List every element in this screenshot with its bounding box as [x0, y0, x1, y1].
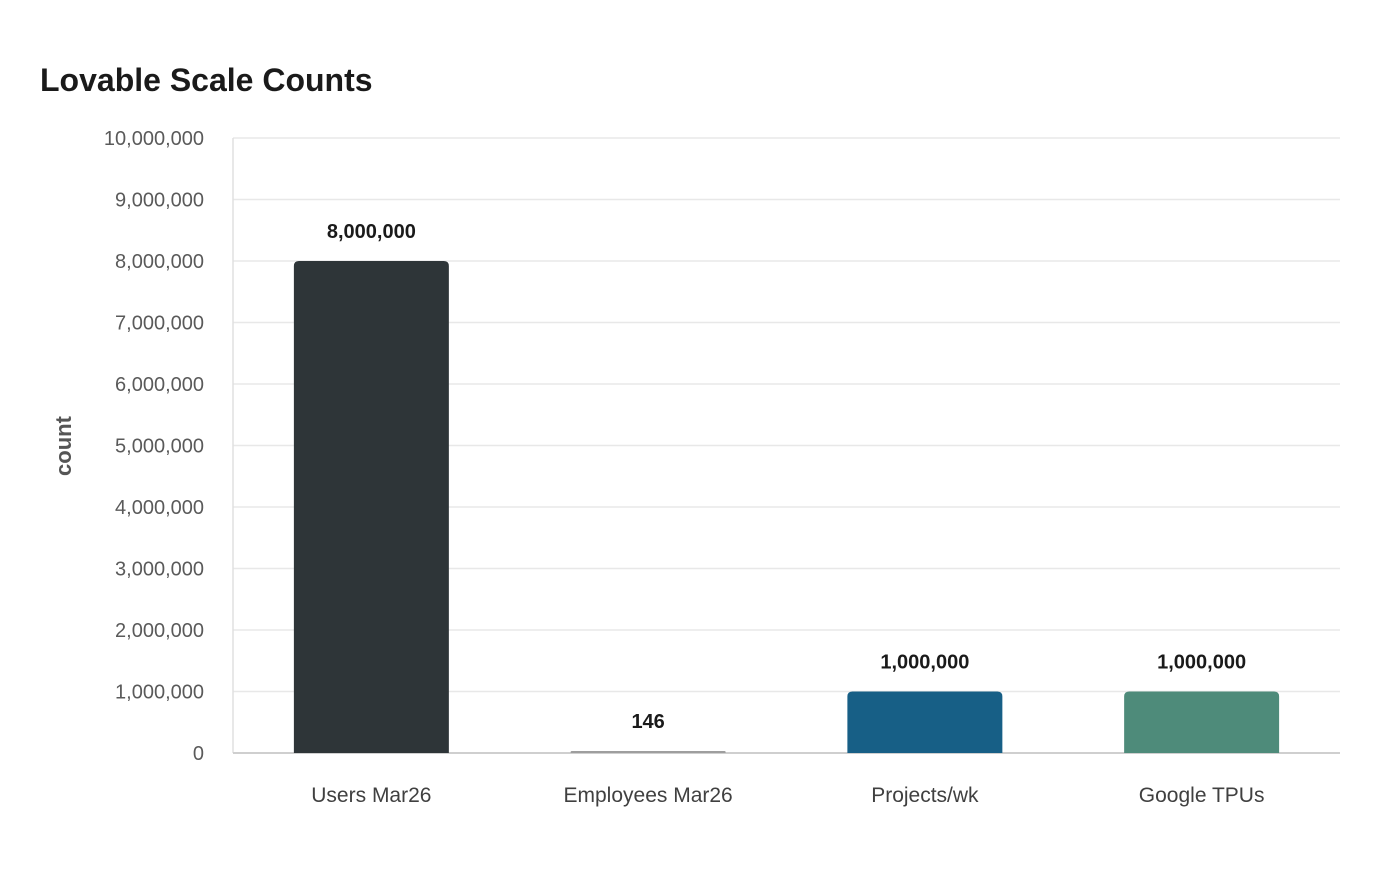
y-tick-label: 0	[193, 743, 204, 765]
category-labels: Users Mar26 Employees Mar26 Projects/wk Goo…	[311, 784, 1264, 807]
y-tick-label: 3,000,000	[115, 559, 204, 581]
y-tick-label: 4,000,000	[115, 497, 204, 519]
value-label: 8,000,000	[327, 221, 416, 243]
bars	[293, 261, 1280, 753]
y-tick-label: 8,000,000	[115, 251, 204, 273]
bar-google-tpus	[1124, 691, 1280, 753]
y-axis-title: count	[51, 415, 76, 476]
category-label: Users Mar26	[311, 784, 431, 807]
y-tick-labels: 0 1,000,000 2,000,000 3,000,000 4,000,000 5,0…	[104, 128, 204, 765]
category-label: Projects/wk	[871, 784, 979, 807]
value-label: 1,000,000	[880, 652, 969, 674]
category-label: Employees Mar26	[564, 784, 733, 807]
value-label: 1,000,000	[1157, 652, 1246, 674]
category-label: Google TPUs	[1139, 784, 1265, 807]
chart-title: Lovable Scale Counts	[40, 62, 373, 98]
y-tick-label: 2,000,000	[115, 620, 204, 642]
y-tick-label: 7,000,000	[115, 313, 204, 335]
bar-employees-mar26	[570, 751, 726, 753]
y-tick-label: 10,000,000	[104, 128, 204, 150]
y-tick-label: 9,000,000	[115, 190, 204, 212]
y-tick-label: 5,000,000	[115, 436, 204, 458]
bar-projects-wk	[847, 691, 1003, 753]
y-tick-label: 1,000,000	[115, 682, 204, 704]
y-tick-label: 6,000,000	[115, 374, 204, 396]
value-labels: 8,000,000 146 1,000,000 1,000,000	[327, 221, 1246, 733]
bar-users-mar26	[293, 261, 449, 753]
value-label: 146	[631, 711, 664, 733]
